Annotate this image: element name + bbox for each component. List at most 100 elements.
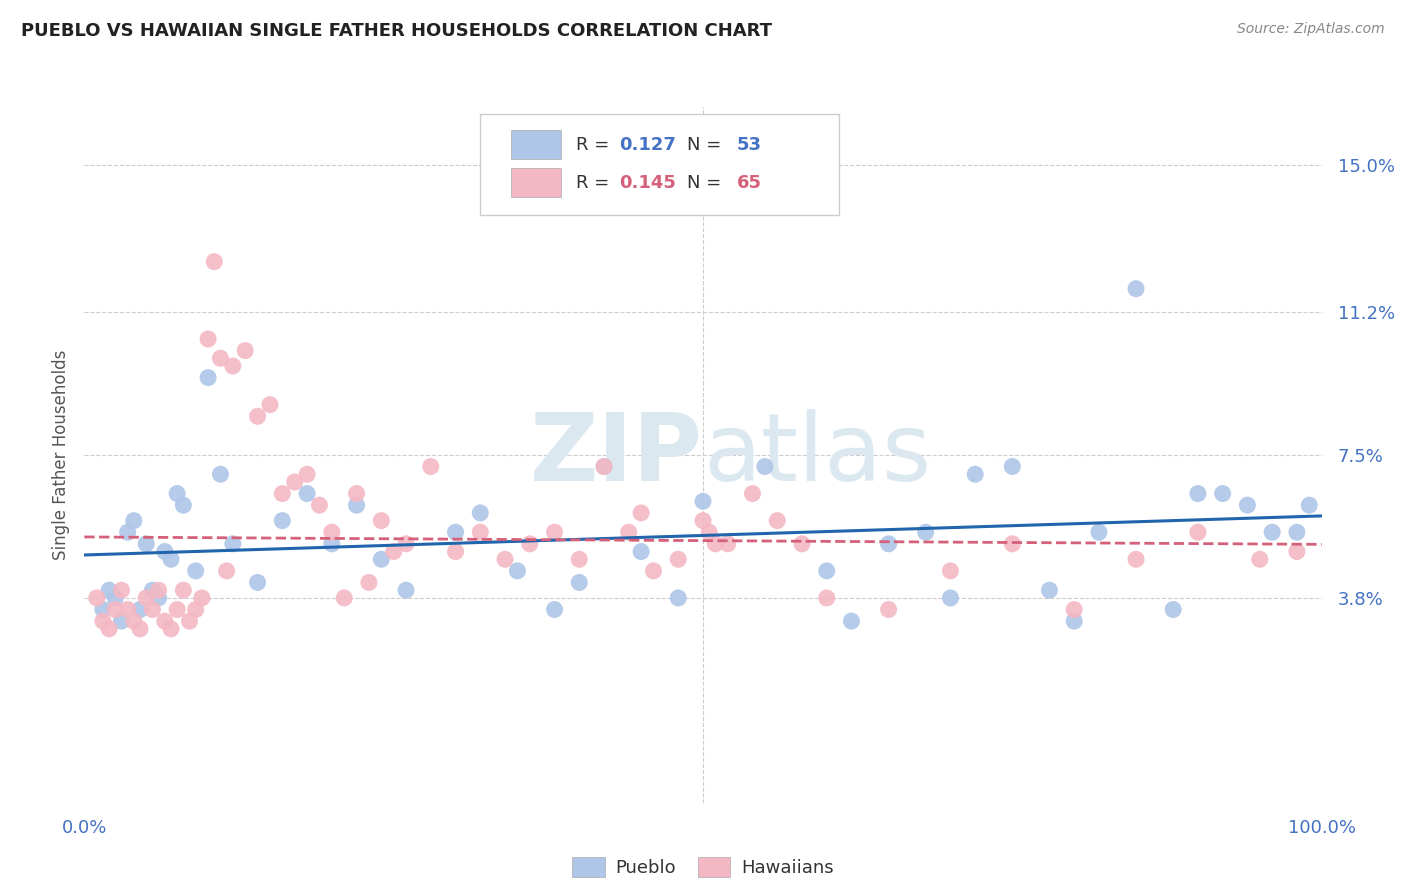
Text: 0.145: 0.145: [619, 174, 676, 192]
Text: 65: 65: [737, 174, 762, 192]
Point: [630, 544, 652, 558]
Point: [965, 467, 987, 482]
Point: [568, 575, 591, 590]
Point: [91, 602, 114, 616]
Point: [877, 602, 900, 616]
Point: [470, 506, 492, 520]
Point: [98, 622, 121, 636]
Point: [233, 343, 256, 358]
Point: [308, 498, 330, 512]
Point: [321, 525, 343, 540]
Point: [617, 525, 640, 540]
Point: [593, 459, 616, 474]
Point: [1063, 614, 1085, 628]
Point: [1249, 552, 1271, 566]
Point: [346, 498, 368, 512]
Point: [110, 583, 132, 598]
Text: R =: R =: [575, 136, 614, 153]
Point: [346, 486, 368, 500]
Point: [209, 467, 232, 482]
Point: [98, 583, 121, 598]
Point: [1161, 602, 1184, 616]
Point: [1236, 498, 1258, 512]
Point: [141, 583, 163, 598]
Point: [519, 537, 541, 551]
Point: [1187, 486, 1209, 500]
Text: atlas: atlas: [703, 409, 931, 501]
Point: [172, 498, 194, 512]
Point: [172, 583, 194, 598]
Point: [1187, 525, 1209, 540]
Point: [86, 591, 108, 605]
Point: [1125, 552, 1147, 566]
Point: [110, 614, 132, 628]
Point: [754, 459, 776, 474]
Point: [148, 591, 170, 605]
Text: ZIP: ZIP: [530, 409, 703, 501]
Point: [370, 552, 392, 566]
Point: [939, 564, 962, 578]
Point: [914, 525, 936, 540]
Point: [568, 552, 591, 566]
Point: [321, 537, 343, 551]
Point: [370, 514, 392, 528]
Point: [148, 583, 170, 598]
Point: [117, 525, 139, 540]
Point: [1125, 282, 1147, 296]
Point: [704, 537, 727, 551]
Point: [333, 591, 356, 605]
Point: [877, 537, 900, 551]
Point: [184, 602, 207, 616]
Point: [129, 622, 152, 636]
Text: R =: R =: [575, 174, 614, 192]
Point: [104, 602, 127, 616]
Point: [543, 602, 565, 616]
Point: [1285, 525, 1308, 540]
Text: 53: 53: [737, 136, 762, 153]
Point: [395, 583, 418, 598]
FancyBboxPatch shape: [481, 114, 839, 215]
Point: [122, 614, 145, 628]
Point: [271, 514, 294, 528]
Point: [1261, 525, 1284, 540]
Point: [1088, 525, 1111, 540]
Point: [117, 602, 139, 616]
Point: [135, 591, 157, 605]
Point: [209, 351, 232, 366]
Text: N =: N =: [688, 174, 727, 192]
Point: [444, 525, 467, 540]
Point: [841, 614, 863, 628]
Point: [741, 486, 763, 500]
Point: [197, 332, 219, 346]
Point: [1298, 498, 1320, 512]
Point: [166, 486, 188, 500]
Point: [395, 537, 418, 551]
Point: [295, 486, 318, 500]
Point: [197, 370, 219, 384]
Point: [222, 537, 245, 551]
Point: [246, 409, 269, 424]
Point: [939, 591, 962, 605]
Point: [295, 467, 318, 482]
Y-axis label: Single Father Households: Single Father Households: [52, 350, 70, 560]
Text: 0.127: 0.127: [619, 136, 676, 153]
Point: [470, 525, 492, 540]
Point: [717, 537, 740, 551]
Point: [1001, 537, 1024, 551]
Point: [153, 614, 176, 628]
Text: N =: N =: [688, 136, 727, 153]
Point: [122, 514, 145, 528]
Point: [1001, 459, 1024, 474]
Point: [129, 602, 152, 616]
Point: [643, 564, 665, 578]
Point: [104, 591, 127, 605]
Point: [382, 544, 405, 558]
Point: [1063, 602, 1085, 616]
Text: Source: ZipAtlas.com: Source: ZipAtlas.com: [1237, 22, 1385, 37]
Text: PUEBLO VS HAWAIIAN SINGLE FATHER HOUSEHOLDS CORRELATION CHART: PUEBLO VS HAWAIIAN SINGLE FATHER HOUSEHO…: [21, 22, 772, 40]
Point: [91, 614, 114, 628]
Point: [543, 525, 565, 540]
Point: [246, 575, 269, 590]
Point: [284, 475, 307, 489]
Point: [1285, 544, 1308, 558]
